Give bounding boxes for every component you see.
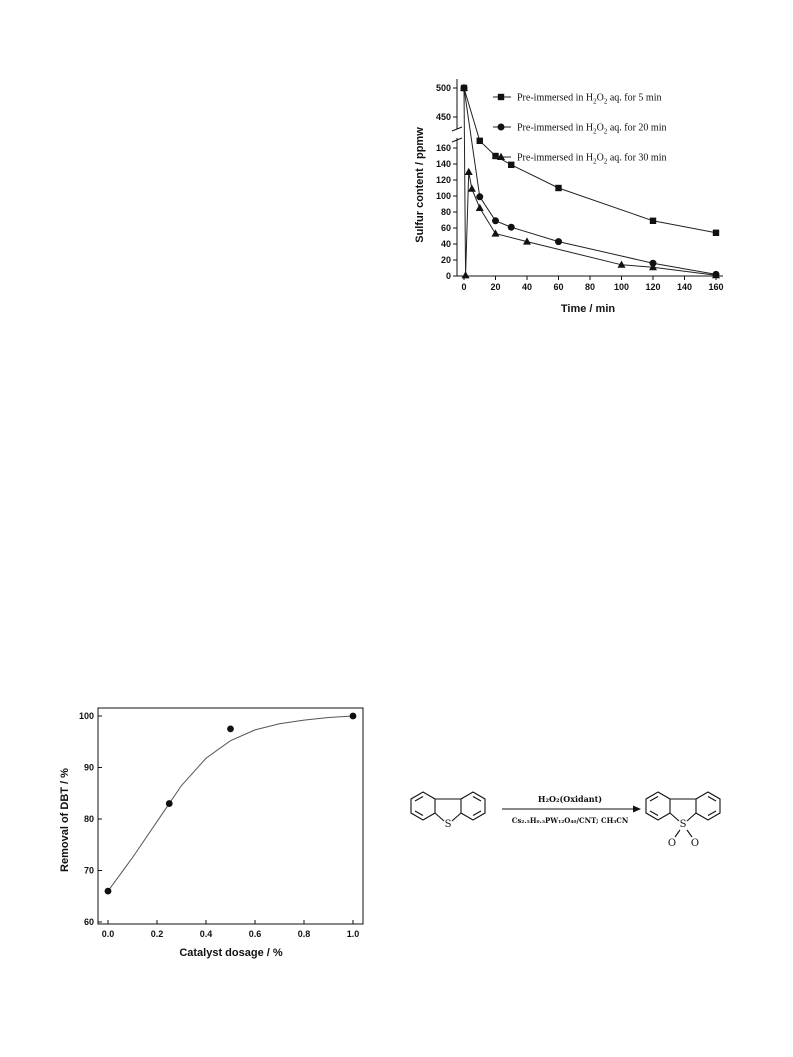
chart2-x-tick-label: 1.0 [347, 929, 360, 939]
chart1-x-tick-label: 60 [553, 282, 563, 292]
chart1-data-point-1 [492, 152, 499, 160]
chart1-data-point-3 [523, 237, 531, 245]
reactant-sulfur-atom: S [445, 819, 452, 830]
chart1-x-axis-title: Time / min [561, 303, 615, 315]
chart1-y-tick-label: 40 [441, 239, 451, 249]
chart2-data-point [165, 800, 173, 807]
chart2-y-axis-title: Removal of DBT / % [59, 768, 71, 872]
chart1-data-point-3 [467, 184, 476, 192]
chart1-data-point-3 [461, 271, 470, 279]
chart1-legend: Pre-immersed in H2O2 aq. for 5 min Pre-im… [493, 93, 666, 166]
chart1-series-line-3 [463, 87, 717, 276]
chart1-x-tick-label: 100 [614, 282, 629, 292]
chart1-x-tick-label: 160 [708, 282, 723, 292]
chart1-y-tick-label: 140 [436, 159, 451, 169]
chart2-x-axis-title: Catalyst dosage / % [179, 947, 283, 959]
sulfur-content-chart: 0 20 40 60 80 100 120 140 160 0 20 40 60 80 100 120 140 1… [414, 79, 724, 315]
chart2-plot-frame [97, 707, 364, 925]
chart1-series-lines [463, 87, 717, 276]
chart1-legend-label-2: Pre-immersed in H2O2 aq. for 20 min [517, 123, 666, 136]
chart1-x-tick-label: 80 [585, 282, 595, 292]
chart1-data-point-3 [475, 203, 484, 211]
chart2-x-tick-label: 0.2 [151, 929, 164, 939]
chart1-markers [460, 83, 720, 279]
chart1-y-tick-label: 20 [441, 255, 451, 265]
chart1-legend-marker-2 [497, 123, 505, 131]
chart1-y-axis-title: Sulfur content / ppmw [414, 127, 426, 243]
chart2-x-tick-label: 0.6 [249, 929, 262, 939]
oxidant-label: H₂O₂(Oxidant) [538, 794, 602, 804]
chart2-y-tick-label: 90 [84, 763, 94, 773]
chart2-x-tick-label: 0.4 [200, 929, 213, 939]
chart1-y-tick-label: 450 [436, 112, 451, 122]
dibenzothiophene-sulfone-structure [645, 791, 721, 838]
chart1-data-point-1 [555, 184, 562, 192]
chart2-x-tick-label: 0.8 [298, 929, 311, 939]
chart1-y-tick-label: 160 [436, 143, 451, 153]
chart1-data-point-1 [476, 137, 483, 144]
chart1-x-tick-label: 140 [677, 282, 692, 292]
chart1-data-point-1 [508, 161, 515, 168]
chart2-data-point [227, 725, 234, 733]
chart2-axes: 0.0 0.2 0.4 0.6 0.8 1.0 60 70 80 90 100 [79, 707, 364, 939]
chart1-data-point-2 [492, 217, 499, 225]
chart1-legend-label-1: Pre-immersed in H2O2 aq. for 5 min [517, 93, 661, 106]
product-oxygen-right: O [691, 838, 699, 849]
chart2-y-tick-label: 70 [84, 866, 94, 876]
chart2-y-tick-label: 60 [84, 917, 94, 927]
chart1-y-tick-label: 120 [436, 175, 451, 185]
product-oxygen-left: O [668, 838, 676, 849]
chart1-data-point-3 [712, 271, 720, 279]
chart1-data-point-3 [617, 260, 626, 268]
chart2-y-tick-label: 80 [84, 814, 94, 824]
dbt-removal-chart: 0.0 0.2 0.4 0.6 0.8 1.0 60 70 80 90 100 Catalyst d… [59, 707, 364, 959]
chart1-y-tick-label: 60 [441, 223, 451, 233]
arrow-head [633, 805, 641, 813]
chart1-y-tick-label: 0 [446, 271, 451, 281]
chart1-data-point-3 [649, 263, 657, 271]
chart1-data-point-1 [712, 229, 720, 236]
chart1-data-point-2 [507, 223, 515, 231]
chart1-data-point-2 [555, 238, 562, 246]
chart1-x-tick-label: 0 [461, 282, 466, 292]
chart2-points [104, 712, 357, 895]
chart1-x-tick-label: 40 [522, 282, 532, 292]
chart2-fit-line [107, 715, 354, 892]
chart1-axes: 0 20 40 60 80 100 120 140 160 0 20 40 60 80 100 120 140 1… [436, 79, 724, 292]
chart2-y-tick-label: 100 [79, 711, 94, 721]
chart2-fit-curve [107, 715, 354, 892]
chart1-axis-break-lower [451, 137, 463, 143]
chart1-legend-marker-1 [497, 93, 505, 101]
chart1-series-line-2 [463, 87, 717, 275]
chart1-data-point-3 [464, 167, 473, 175]
catalyst-label: Cs₂.₅H₀.₅PW₁₂O₄₀/CNT; CH₃CN [512, 816, 629, 825]
chart1-y-tick-label: 500 [436, 83, 451, 93]
chart2-data-point [104, 887, 112, 895]
chart1-data-point-2 [476, 193, 484, 201]
chart1-data-point-1 [649, 217, 657, 224]
chart1-legend-label-3: Pre-immersed in H2O2 aq. for 30 min [517, 153, 666, 166]
chart2-data-point [349, 712, 357, 720]
reaction-scheme: S H₂O₂(Oxidant) Cs₂.₅H₀.₅PW₁₂O₄₀/CNT; CH… [410, 791, 721, 849]
chart1-data-point-3 [491, 229, 500, 237]
chart1-y-tick-label: 100 [436, 191, 451, 201]
chart1-x-tick-label: 120 [645, 282, 660, 292]
chart1-x-tick-label: 20 [490, 282, 500, 292]
chart1-axis-break-upper [451, 126, 463, 132]
chart2-x-tick-label: 0.0 [102, 929, 115, 939]
chart1-data-point-3 [460, 83, 468, 91]
chart1-y-tick-label: 80 [441, 207, 451, 217]
product-sulfur-atom: S [680, 819, 687, 830]
dibenzothiophene-structure [410, 791, 486, 822]
chart1-legend-marker-3 [497, 152, 505, 160]
